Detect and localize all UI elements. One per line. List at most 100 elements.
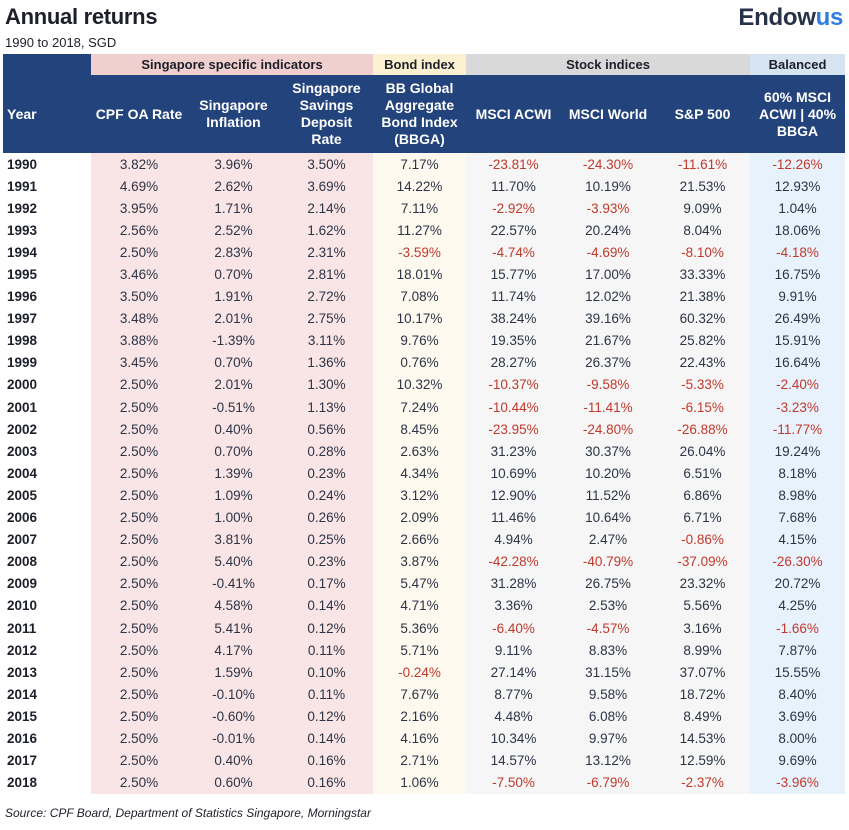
column-header-year: Year — [3, 75, 91, 153]
year-cell: 1992 — [3, 197, 91, 220]
sp500-cell: 60.32% — [655, 307, 751, 330]
savings-rate-cell: 3.11% — [280, 329, 374, 352]
inflation-cell: 1.00% — [187, 506, 280, 529]
savings-rate-cell: 2.72% — [280, 285, 374, 308]
savings-rate-cell: 2.14% — [280, 197, 374, 220]
table-row: 2001 2.50% -0.51% 1.13% 7.24% -10.44% -11.41% -… — [3, 396, 846, 419]
sp500-cell: -26.88% — [655, 418, 751, 441]
bbga-cell: 8.45% — [373, 418, 467, 441]
cpf-oa-rate-cell: 2.50% — [91, 440, 187, 463]
savings-rate-cell: 0.11% — [280, 639, 374, 662]
savings-rate-cell: 0.28% — [280, 440, 374, 463]
cpf-oa-rate-cell: 2.50% — [91, 639, 187, 662]
msci-acwi-cell: 3.36% — [466, 594, 562, 617]
inflation-cell: -0.60% — [187, 705, 280, 728]
msci-acwi-cell: 27.14% — [466, 661, 562, 684]
bbga-cell: 5.36% — [373, 616, 467, 640]
balanced-cell: 26.49% — [750, 307, 846, 330]
msci-acwi-cell: -10.44% — [466, 396, 562, 419]
column-header-msci-acwi: MSCI ACWI — [466, 75, 562, 153]
balanced-cell: 7.87% — [750, 639, 846, 662]
sp500-cell: 5.56% — [655, 594, 751, 617]
bbga-cell: 2.71% — [373, 749, 467, 772]
cpf-oa-rate-cell: 3.48% — [91, 307, 187, 330]
msci-world-cell: 13.12% — [561, 749, 656, 772]
msci-world-cell: 10.19% — [561, 175, 656, 198]
msci-acwi-cell: -2.92% — [466, 197, 562, 220]
table-row: 2005 2.50% 1.09% 0.24% 3.12% 12.90% 11.52% 6.86… — [3, 484, 846, 507]
inflation-cell: 2.01% — [187, 307, 280, 330]
column-header-bbga: BB Global Aggregate Bond Index (BBGA) — [373, 75, 467, 153]
msci-acwi-cell: -6.40% — [466, 616, 562, 640]
inflation-cell: -0.51% — [187, 396, 280, 419]
msci-world-cell: -40.79% — [561, 550, 656, 573]
year-cell: 2012 — [3, 639, 91, 662]
column-header-row: Year CPF OA Rate Singapore Inflation Sin… — [3, 75, 846, 153]
cpf-oa-rate-cell: 3.46% — [91, 263, 187, 286]
balanced-cell: 8.18% — [750, 462, 846, 485]
bbga-cell: 7.24% — [373, 396, 467, 419]
msci-acwi-cell: 38.24% — [466, 307, 562, 330]
bbga-cell: 5.47% — [373, 572, 467, 595]
inflation-cell: -0.41% — [187, 572, 280, 595]
savings-rate-cell: 0.12% — [280, 705, 374, 728]
year-cell: 2018 — [3, 771, 91, 794]
column-header-balanced: 60% MSCI ACWI | 40% BBGA — [750, 75, 846, 153]
balanced-cell: 18.06% — [750, 219, 846, 242]
inflation-cell: -0.10% — [187, 683, 280, 706]
cpf-oa-rate-cell: 3.95% — [91, 197, 187, 220]
inflation-cell: 0.70% — [187, 351, 280, 374]
sp500-cell: 25.82% — [655, 329, 751, 352]
year-cell: 2017 — [3, 749, 91, 772]
cpf-oa-rate-cell: 3.82% — [91, 153, 187, 176]
msci-acwi-cell: 11.46% — [466, 506, 562, 529]
table-row: 2015 2.50% -0.60% 0.12% 2.16% 4.48% 6.08% 8.49%… — [3, 705, 846, 728]
cpf-oa-rate-cell: 2.50% — [91, 484, 187, 507]
balanced-cell: -3.23% — [750, 396, 846, 419]
bbga-cell: 2.16% — [373, 705, 467, 728]
sp500-cell: -11.61% — [655, 153, 751, 176]
bbga-cell: 18.01% — [373, 263, 467, 286]
msci-world-cell: -3.93% — [561, 197, 656, 220]
savings-rate-cell: 2.81% — [280, 263, 374, 286]
msci-acwi-cell: 11.70% — [466, 175, 562, 198]
savings-rate-cell: 0.25% — [280, 528, 374, 551]
bbga-cell: 2.09% — [373, 506, 467, 529]
bbga-cell: 3.87% — [373, 550, 467, 573]
column-header-savings-deposit-rate: Singapore Savings Deposit Rate — [280, 75, 374, 153]
cpf-oa-rate-cell: 2.56% — [91, 219, 187, 242]
msci-world-cell: -11.41% — [561, 396, 656, 419]
sp500-cell: -5.33% — [655, 373, 751, 397]
msci-world-cell: 17.00% — [561, 263, 656, 286]
msci-world-cell: -9.58% — [561, 373, 656, 397]
year-cell: 2013 — [3, 661, 91, 684]
msci-acwi-cell: 14.57% — [466, 749, 562, 772]
sp500-cell: 9.09% — [655, 197, 751, 220]
msci-acwi-cell: 4.94% — [466, 528, 562, 551]
savings-rate-cell: 0.14% — [280, 727, 374, 750]
cpf-oa-rate-cell: 2.50% — [91, 550, 187, 573]
inflation-cell: 2.62% — [187, 175, 280, 198]
year-cell: 1995 — [3, 263, 91, 286]
inflation-cell: 5.40% — [187, 550, 280, 573]
sp500-cell: 21.53% — [655, 175, 751, 198]
year-cell: 2007 — [3, 528, 91, 551]
savings-rate-cell: 2.31% — [280, 241, 374, 264]
savings-rate-cell: 0.14% — [280, 594, 374, 617]
bbga-cell: 2.63% — [373, 440, 467, 463]
sp500-cell: 22.43% — [655, 351, 751, 374]
msci-world-cell: 26.37% — [561, 351, 656, 374]
inflation-cell: 2.83% — [187, 241, 280, 264]
table-row: 2002 2.50% 0.40% 0.56% 8.45% -23.95% -24.80% -2… — [3, 418, 846, 441]
bbga-cell: 10.32% — [373, 373, 467, 397]
table-row: 2000 2.50% 2.01% 1.30% 10.32% -10.37% -9.58% -5… — [3, 373, 846, 397]
cpf-oa-rate-cell: 2.50% — [91, 683, 187, 706]
msci-world-cell: 2.47% — [561, 528, 656, 551]
msci-world-cell: 21.67% — [561, 329, 656, 352]
sp500-cell: -0.86% — [655, 528, 751, 551]
table-row: 2006 2.50% 1.00% 0.26% 2.09% 11.46% 10.64% 6.71… — [3, 506, 846, 529]
column-header-msci-world: MSCI World — [561, 75, 656, 153]
bbga-cell: -3.59% — [373, 241, 467, 264]
inflation-cell: 1.09% — [187, 484, 280, 507]
inflation-cell: 0.40% — [187, 749, 280, 772]
